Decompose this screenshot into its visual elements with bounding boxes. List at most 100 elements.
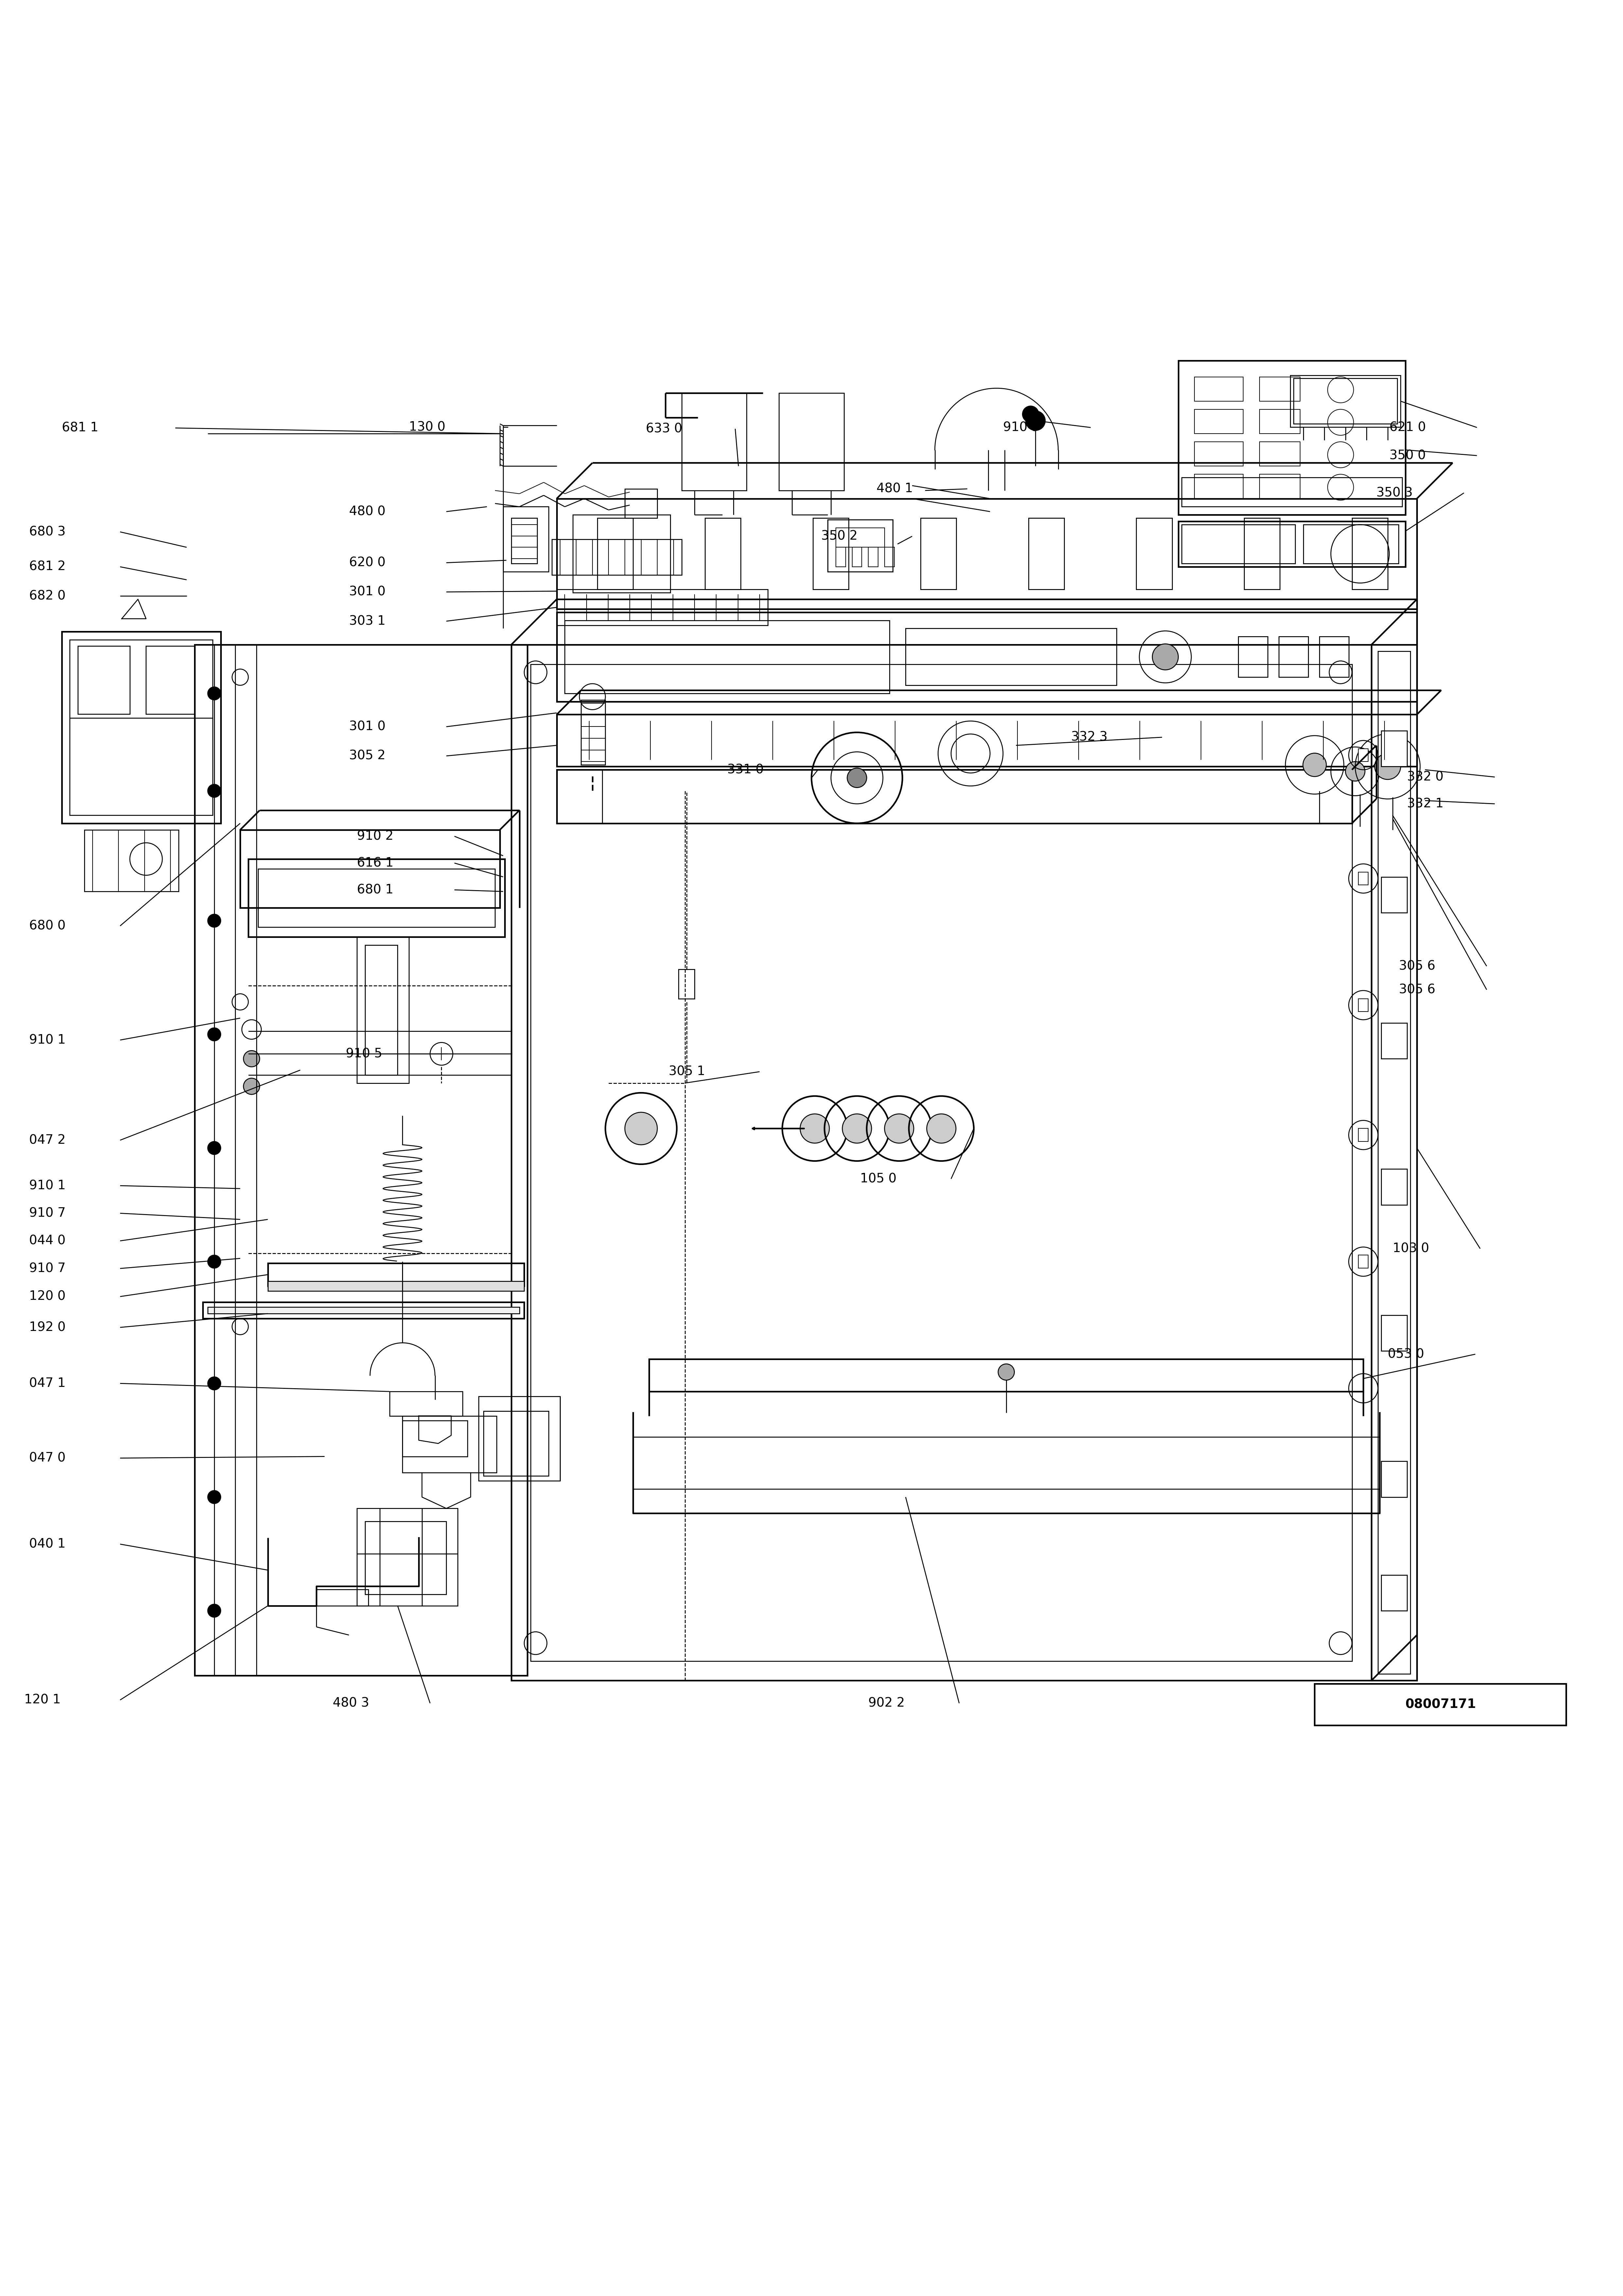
Circle shape <box>208 914 221 928</box>
Circle shape <box>208 1605 221 1616</box>
Bar <box>208 1306 519 1313</box>
Bar <box>365 946 398 1075</box>
Bar <box>1259 475 1300 498</box>
Circle shape <box>885 1114 914 1143</box>
Text: 910 7: 910 7 <box>29 1263 67 1274</box>
Bar <box>511 519 537 563</box>
Bar <box>1182 523 1295 563</box>
Text: 192 0: 192 0 <box>29 1320 67 1334</box>
Text: 910 1: 910 1 <box>29 1180 67 1192</box>
Circle shape <box>998 1364 1014 1380</box>
Bar <box>1381 730 1407 767</box>
Circle shape <box>208 785 221 797</box>
Bar <box>70 641 213 815</box>
Circle shape <box>208 1490 221 1504</box>
Circle shape <box>842 1114 872 1143</box>
Circle shape <box>208 1378 221 1389</box>
Circle shape <box>1375 753 1401 778</box>
Bar <box>84 829 179 891</box>
Bar <box>557 590 768 625</box>
Text: 332 1: 332 1 <box>1407 797 1443 810</box>
Bar <box>258 868 495 928</box>
Text: 680 0: 680 0 <box>29 921 65 932</box>
Text: 633 0: 633 0 <box>646 422 682 434</box>
Text: 053 0: 053 0 <box>1388 1348 1423 1362</box>
Bar <box>1238 636 1268 677</box>
Text: 103 0: 103 0 <box>1393 1242 1428 1256</box>
Bar <box>1381 1169 1407 1205</box>
Bar <box>511 645 1371 1681</box>
Text: 301 0: 301 0 <box>349 721 385 732</box>
Text: 044 0: 044 0 <box>29 1235 65 1247</box>
Text: 040 1: 040 1 <box>29 1538 65 1550</box>
Bar <box>248 859 505 937</box>
Bar <box>1195 377 1243 402</box>
Bar <box>1371 645 1417 1681</box>
Bar <box>78 645 130 714</box>
Text: 910 9: 910 9 <box>1003 420 1040 434</box>
Bar <box>1381 1024 1407 1058</box>
Circle shape <box>1152 643 1178 670</box>
Bar <box>704 519 740 590</box>
Bar <box>1259 441 1300 466</box>
Bar <box>1245 519 1281 590</box>
Bar <box>1136 519 1172 590</box>
Bar <box>479 1396 560 1481</box>
Circle shape <box>208 1256 221 1267</box>
Bar <box>565 620 889 693</box>
Bar <box>868 546 878 567</box>
Text: 331 0: 331 0 <box>727 765 763 776</box>
Bar <box>1358 1256 1368 1267</box>
Bar <box>390 1391 463 1417</box>
Bar <box>1259 409 1300 434</box>
Text: 681 1: 681 1 <box>62 422 99 434</box>
Bar <box>828 519 893 572</box>
Bar <box>1195 475 1243 498</box>
Bar <box>268 1263 524 1286</box>
Text: 08007171: 08007171 <box>1406 1699 1475 1711</box>
Bar <box>906 629 1117 684</box>
Text: 350 0: 350 0 <box>1389 450 1425 461</box>
Text: 332 0: 332 0 <box>1407 771 1443 783</box>
Bar <box>1378 652 1410 1674</box>
Bar <box>240 829 500 907</box>
Bar <box>1195 409 1243 434</box>
Text: 910 1: 910 1 <box>29 1033 67 1047</box>
Bar <box>557 769 1352 824</box>
Bar <box>1029 519 1065 590</box>
Text: 350 2: 350 2 <box>821 530 857 542</box>
Text: 480 1: 480 1 <box>876 482 912 496</box>
Bar <box>557 613 1417 703</box>
Bar <box>316 1589 368 1605</box>
Bar <box>557 498 1417 608</box>
Text: 621 0: 621 0 <box>1389 420 1427 434</box>
Text: 480 0: 480 0 <box>349 505 385 519</box>
Bar <box>581 700 605 765</box>
Bar <box>203 1302 524 1318</box>
Bar <box>403 1417 497 1472</box>
Text: 910 7: 910 7 <box>29 1208 67 1219</box>
Text: 680 1: 680 1 <box>357 884 394 895</box>
Bar <box>1303 523 1399 563</box>
Bar <box>1358 872 1368 884</box>
Bar <box>852 546 862 567</box>
Circle shape <box>208 1029 221 1040</box>
Text: 047 2: 047 2 <box>29 1134 65 1146</box>
Bar <box>557 714 1417 767</box>
Bar <box>678 969 695 999</box>
Circle shape <box>1303 753 1326 776</box>
Text: 305 1: 305 1 <box>669 1065 704 1077</box>
Bar <box>836 546 846 567</box>
Text: 305 6: 305 6 <box>1399 960 1435 974</box>
Bar <box>1381 1316 1407 1350</box>
Bar <box>597 519 633 590</box>
Bar <box>1279 636 1308 677</box>
Circle shape <box>625 1111 657 1146</box>
Bar <box>1358 999 1368 1013</box>
Bar <box>682 393 747 491</box>
Bar <box>1358 748 1368 762</box>
Bar <box>357 1508 458 1605</box>
Bar <box>836 528 885 546</box>
Bar <box>484 1412 549 1476</box>
Bar <box>531 664 1352 1660</box>
